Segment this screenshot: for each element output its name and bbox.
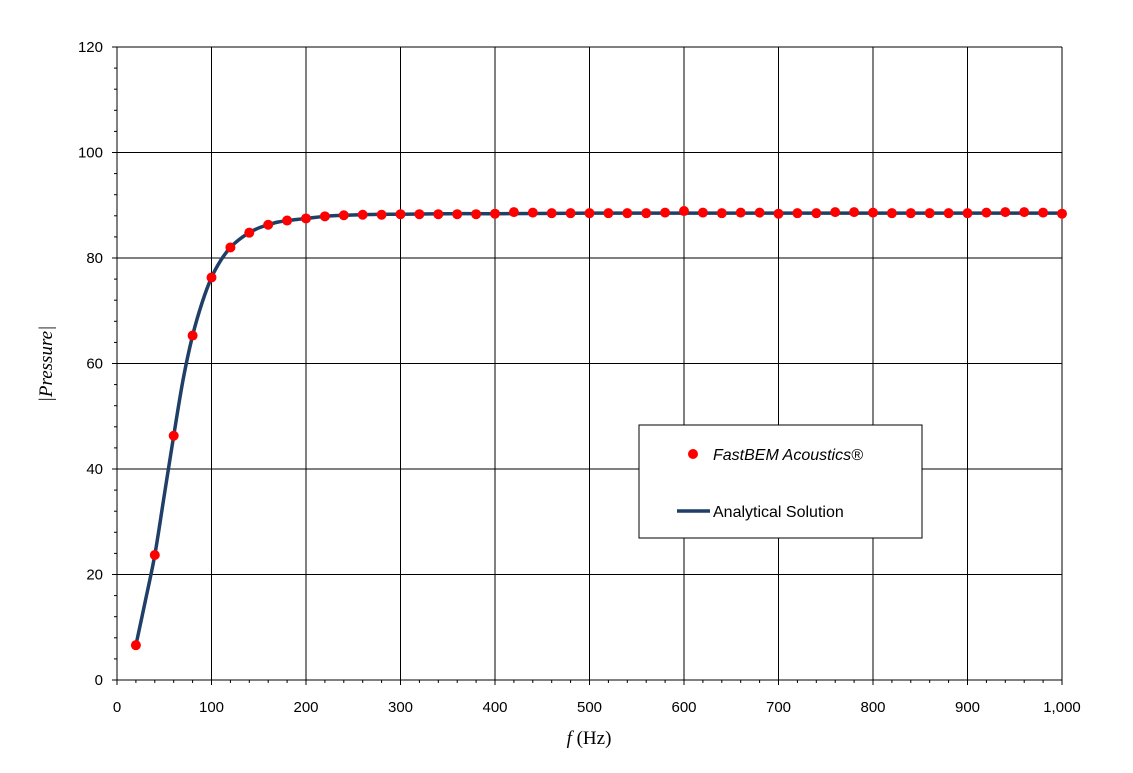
data-point [735,207,746,218]
data-point [811,208,822,219]
data-point [1019,207,1030,218]
data-point [338,210,349,221]
legend-label-analytical: Analytical Solution [713,504,844,521]
data-point [962,208,973,219]
legend-marker-fastbem [688,449,698,459]
data-point [697,207,708,218]
data-point [830,207,841,218]
x-tick-label: 400 [482,699,507,716]
data-point [603,208,614,219]
x-tick-label: 500 [577,699,602,716]
data-point [414,209,425,220]
y-tick-label: 120 [78,39,103,56]
y-tick-label: 100 [78,145,103,162]
data-point [452,209,463,220]
y-tick-label: 60 [86,356,103,373]
data-point [849,207,860,218]
data-point [395,209,406,220]
data-point [282,215,293,226]
data-point [981,207,992,218]
data-point [357,209,368,220]
x-tick-label: 0 [113,699,121,716]
legend-label-fastbem: FastBEM Acoustics® [713,447,863,464]
data-point [716,208,727,219]
data-point [622,208,633,219]
data-point [679,206,689,217]
x-tick-label: 200 [293,699,318,716]
grid-lines [117,46,1063,680]
y-axis-title: |Pressure| [36,326,57,403]
data-point [508,207,519,218]
y-tick-label: 80 [86,250,103,267]
x-tick-label: 1,000 [1043,699,1081,716]
x-tick-label: 600 [671,699,696,716]
legend: FastBEM Acoustics® Analytical Solution [638,424,923,539]
data-point [1000,207,1011,218]
data-point [886,208,897,219]
data-point [546,208,557,219]
data-point [660,207,671,218]
y-tick-label: 0 [95,672,103,689]
data-point [943,208,954,219]
y-tick-label: 40 [86,461,103,478]
data-point [565,208,576,219]
data-point [263,219,274,230]
x-axis-title: f (Hz) [567,728,612,749]
data-point [433,209,444,220]
x-tick-labels: 0 100 200 300 400 500 600 700 800 900 1,000 [113,699,1081,716]
data-point [905,208,916,219]
data-point [868,207,878,218]
data-point [244,227,255,238]
data-point [376,209,387,220]
data-point [754,207,765,218]
fastbem-markers [130,206,1067,651]
data-point [301,213,311,224]
data-point [584,208,595,219]
x-tick-label: 300 [388,699,413,716]
axes [112,46,1063,685]
legend-box [638,424,923,539]
data-point [319,211,330,222]
data-point [527,207,538,218]
data-point [1038,207,1049,218]
x-axis-title-unit: (Hz) [572,728,612,749]
x-tick-label: 700 [766,699,791,716]
x-tick-label: 800 [860,699,885,716]
x-tick-label: 900 [955,699,980,716]
data-point [792,208,803,219]
data-point [149,549,160,560]
data-point [924,208,935,219]
data-point [1057,208,1067,219]
data-point [225,242,236,253]
y-tick-label: 20 [86,567,103,584]
x-tick-label: 100 [199,699,224,716]
data-point [471,209,482,220]
data-point [187,330,198,341]
data-point [206,272,217,283]
x-axis-title-symbol: f [567,728,575,749]
data-point [168,430,179,441]
data-point [130,640,141,651]
data-point [490,208,500,219]
y-tick-labels: 0 20 40 60 80 100 120 [78,39,103,689]
data-point [641,208,652,219]
data-point [773,208,784,219]
